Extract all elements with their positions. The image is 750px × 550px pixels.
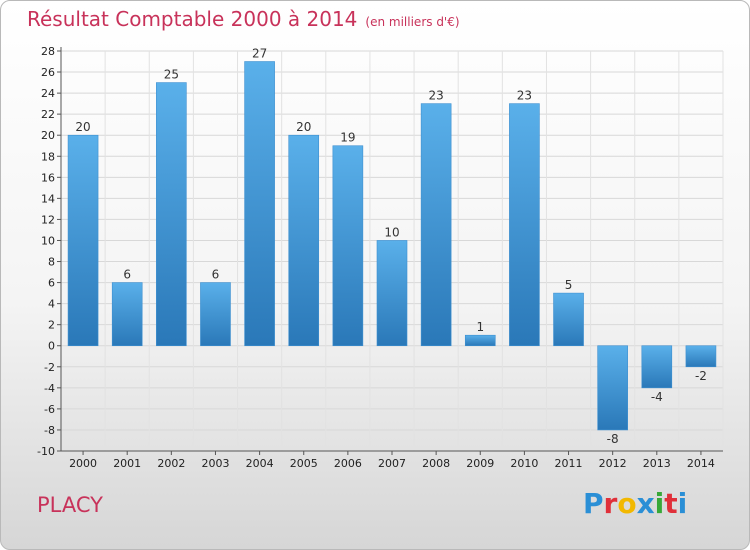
bar — [156, 82, 187, 347]
data-label: 27 — [252, 47, 267, 61]
x-tick-label: 2013 — [643, 457, 671, 470]
x-tick-label: 2005 — [290, 457, 318, 470]
bar — [288, 134, 320, 347]
data-label: 6 — [123, 268, 131, 282]
x-tick-label: 2008 — [422, 457, 450, 470]
y-tick-label: 14 — [41, 192, 55, 205]
chart-title: Résultat Comptable 2000 à 2014 (en millie… — [27, 7, 460, 31]
y-tick-label: 4 — [48, 298, 55, 311]
bar — [244, 61, 275, 347]
data-label: 23 — [517, 89, 532, 103]
logo-letter: P — [583, 487, 604, 520]
chart-title-text: Résultat Comptable 2000 à 2014 — [27, 7, 358, 31]
y-tick-label: 0 — [48, 340, 55, 353]
x-tick-label: 2002 — [157, 457, 185, 470]
logo-letter: x — [636, 487, 655, 520]
y-tick-label: 6 — [48, 277, 55, 290]
y-tick-label: 10 — [41, 234, 55, 247]
data-label: 25 — [164, 68, 179, 82]
y-tick-label: -6 — [44, 403, 55, 416]
city-name: PLACY — [37, 493, 103, 517]
y-tick-label: 18 — [41, 150, 55, 163]
data-label: 1 — [476, 320, 484, 334]
y-tick-label: 20 — [41, 129, 55, 142]
bar — [67, 134, 99, 347]
y-tick-label: 26 — [41, 66, 55, 79]
x-tick-label: 2004 — [246, 457, 274, 470]
data-label: -4 — [651, 390, 663, 404]
y-tick-label: -4 — [44, 382, 55, 395]
data-label: 23 — [428, 89, 443, 103]
logo-letter: t — [664, 487, 678, 520]
bar — [200, 282, 231, 347]
x-tick-label: 2007 — [378, 457, 406, 470]
bar — [509, 103, 540, 347]
bar — [111, 282, 143, 347]
bar — [376, 240, 408, 347]
bar — [464, 334, 496, 347]
logo-letter: r — [603, 487, 618, 520]
y-tick-label: -8 — [44, 424, 55, 437]
y-tick-label: 24 — [41, 87, 55, 100]
data-label: 5 — [565, 278, 573, 292]
y-tick-label: 16 — [41, 171, 55, 184]
x-tick-label: 2010 — [510, 457, 538, 470]
x-tick-label: 2000 — [69, 457, 97, 470]
chart-subtitle: (en milliers d'€) — [365, 15, 460, 29]
x-tick-label: 2006 — [334, 457, 362, 470]
bar — [553, 292, 584, 347]
data-label: 6 — [212, 268, 220, 282]
y-tick-label: 12 — [41, 213, 55, 226]
bar — [685, 345, 717, 368]
x-tick-label: 2003 — [201, 457, 229, 470]
bar — [597, 345, 628, 431]
x-tick-label: 2011 — [555, 457, 583, 470]
y-tick-label: -2 — [44, 361, 55, 374]
bar — [332, 145, 364, 347]
bar — [641, 345, 673, 389]
y-tick-label: 22 — [41, 108, 55, 121]
bars — [67, 61, 717, 431]
data-label: -8 — [607, 432, 619, 446]
logo-letter: o — [617, 487, 637, 520]
x-tick-label: 2014 — [687, 457, 715, 470]
axes — [57, 47, 723, 455]
labels: 2826242220181614121086420-2-4-6-8-102020… — [37, 45, 715, 470]
x-tick-label: 2012 — [599, 457, 627, 470]
data-label: 19 — [340, 131, 355, 145]
y-tick-label: 8 — [48, 256, 55, 269]
data-label: 20 — [75, 120, 90, 134]
x-tick-label: 2001 — [113, 457, 141, 470]
y-tick-label: 28 — [41, 45, 55, 58]
data-label: -2 — [695, 369, 707, 383]
logo-letter: i — [654, 487, 665, 520]
proxiti-logo: Proxiti — [583, 487, 687, 520]
data-label: 20 — [296, 120, 311, 134]
bar — [420, 103, 452, 347]
logo-letter: i — [677, 487, 688, 520]
y-tick-label: -10 — [37, 445, 55, 458]
data-label: 10 — [384, 225, 399, 239]
y-tick-label: 2 — [48, 319, 55, 332]
x-tick-label: 2009 — [466, 457, 494, 470]
